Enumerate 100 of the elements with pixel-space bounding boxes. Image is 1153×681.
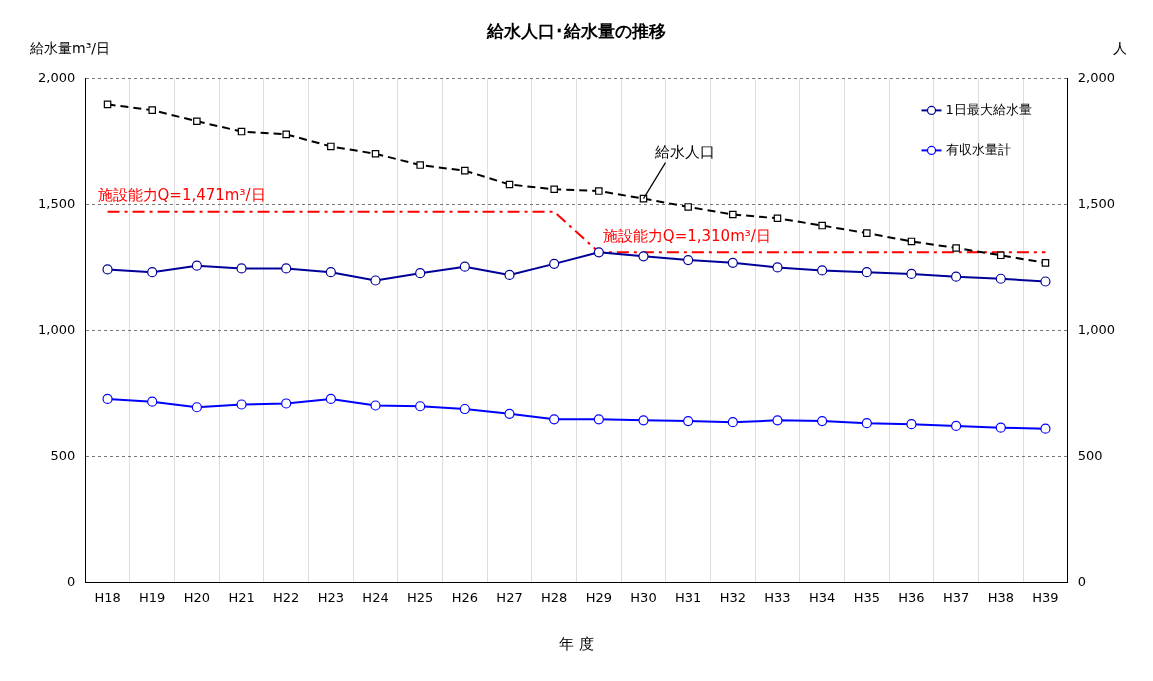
point <box>236 399 247 410</box>
y-tick-label: 0 <box>66 573 76 589</box>
point <box>817 265 828 276</box>
x-tick-label: H34 <box>808 589 836 605</box>
point <box>729 210 737 219</box>
point <box>595 187 603 195</box>
x-tick-label: H31 <box>674 589 702 605</box>
point <box>638 415 649 426</box>
point <box>371 149 380 158</box>
y2-tick-label: 2,000 <box>1077 69 1115 85</box>
point <box>1041 259 1050 267</box>
point <box>997 251 1005 260</box>
x-tick-label: H33 <box>764 589 791 605</box>
point <box>415 401 426 412</box>
y2-tick-label: 1,000 <box>1077 321 1115 337</box>
point <box>684 203 692 211</box>
y-tick-label: 1,500 <box>38 195 76 211</box>
point <box>593 414 604 425</box>
point <box>148 106 156 114</box>
point <box>727 257 738 268</box>
point <box>147 267 158 278</box>
point <box>327 142 335 151</box>
x-tick-label: H27 <box>496 589 523 605</box>
annotation: 施設能力Q=1,310m³/日 <box>602 226 771 245</box>
point <box>191 402 202 413</box>
point <box>504 408 515 419</box>
point <box>772 415 783 426</box>
point <box>325 267 336 278</box>
x-tick-label: H21 <box>228 589 255 605</box>
x-axis-title: 年 度 <box>559 634 594 653</box>
point <box>863 229 871 237</box>
y-tick-label: 1,000 <box>38 321 76 337</box>
x-tick-label: H19 <box>139 589 166 605</box>
point <box>683 416 694 427</box>
point <box>102 264 113 275</box>
point <box>683 254 694 266</box>
y2-tick-label: 0 <box>1077 573 1087 589</box>
legend-label: 有収水量計 <box>945 141 1011 157</box>
point <box>102 393 113 405</box>
point <box>773 214 782 223</box>
x-tick-label: H24 <box>362 589 389 605</box>
point <box>593 247 604 258</box>
point <box>281 263 292 274</box>
point <box>638 251 649 262</box>
point <box>416 161 424 169</box>
point <box>1040 423 1051 434</box>
point <box>995 422 1006 433</box>
x-tick-label: H28 <box>541 589 568 605</box>
y2-axis-title: 人 <box>1113 40 1127 57</box>
x-tick-label: H30 <box>630 589 657 605</box>
point <box>817 416 828 427</box>
point <box>1040 276 1051 287</box>
point <box>282 130 290 139</box>
point <box>772 262 783 273</box>
point <box>727 417 738 428</box>
point <box>281 398 292 409</box>
point <box>906 268 917 280</box>
point <box>370 275 381 286</box>
x-tick-label: H23 <box>317 589 345 605</box>
point <box>459 261 470 272</box>
x-tick-label: H25 <box>407 589 434 605</box>
x-tick-label: H32 <box>719 589 746 605</box>
point <box>147 396 158 407</box>
x-tick-label: H39 <box>1032 589 1059 605</box>
annotation: 施設能力Q=1,471m³/日 <box>97 186 266 205</box>
point <box>370 400 381 411</box>
y-tick-label: 500 <box>50 447 76 463</box>
point <box>995 273 1006 284</box>
point <box>952 244 960 252</box>
y2-tick-label: 500 <box>1077 447 1103 463</box>
point <box>951 271 962 282</box>
point <box>415 268 426 279</box>
point <box>906 419 917 430</box>
x-tick-label: H29 <box>585 589 612 605</box>
x-tick-label: H35 <box>853 589 880 605</box>
point <box>549 258 560 269</box>
x-tick-label: H37 <box>942 589 970 605</box>
point <box>549 414 560 425</box>
point <box>191 260 202 271</box>
x-tick-label: H20 <box>183 589 211 605</box>
point <box>193 117 201 126</box>
y-axis-title: 給水量m³/日 <box>29 40 110 57</box>
point <box>818 221 826 230</box>
x-tick-label: H22 <box>273 589 300 605</box>
x-tick-label: H38 <box>987 589 1014 605</box>
point <box>325 393 336 405</box>
point <box>951 420 962 432</box>
annotation: 給水人口 <box>654 142 716 161</box>
point <box>861 267 872 278</box>
chart-title: 給水人口･給水量の推移 <box>486 20 666 41</box>
point <box>461 166 469 175</box>
x-tick-label: H36 <box>898 589 925 605</box>
point <box>550 185 558 194</box>
point <box>236 263 247 274</box>
x-tick-label: H26 <box>451 589 479 605</box>
point <box>504 269 515 281</box>
y-tick-label: 2,000 <box>38 69 76 85</box>
x-tick-label: H18 <box>94 589 121 605</box>
point <box>861 418 872 429</box>
y2-tick-label: 1,500 <box>1077 195 1115 211</box>
